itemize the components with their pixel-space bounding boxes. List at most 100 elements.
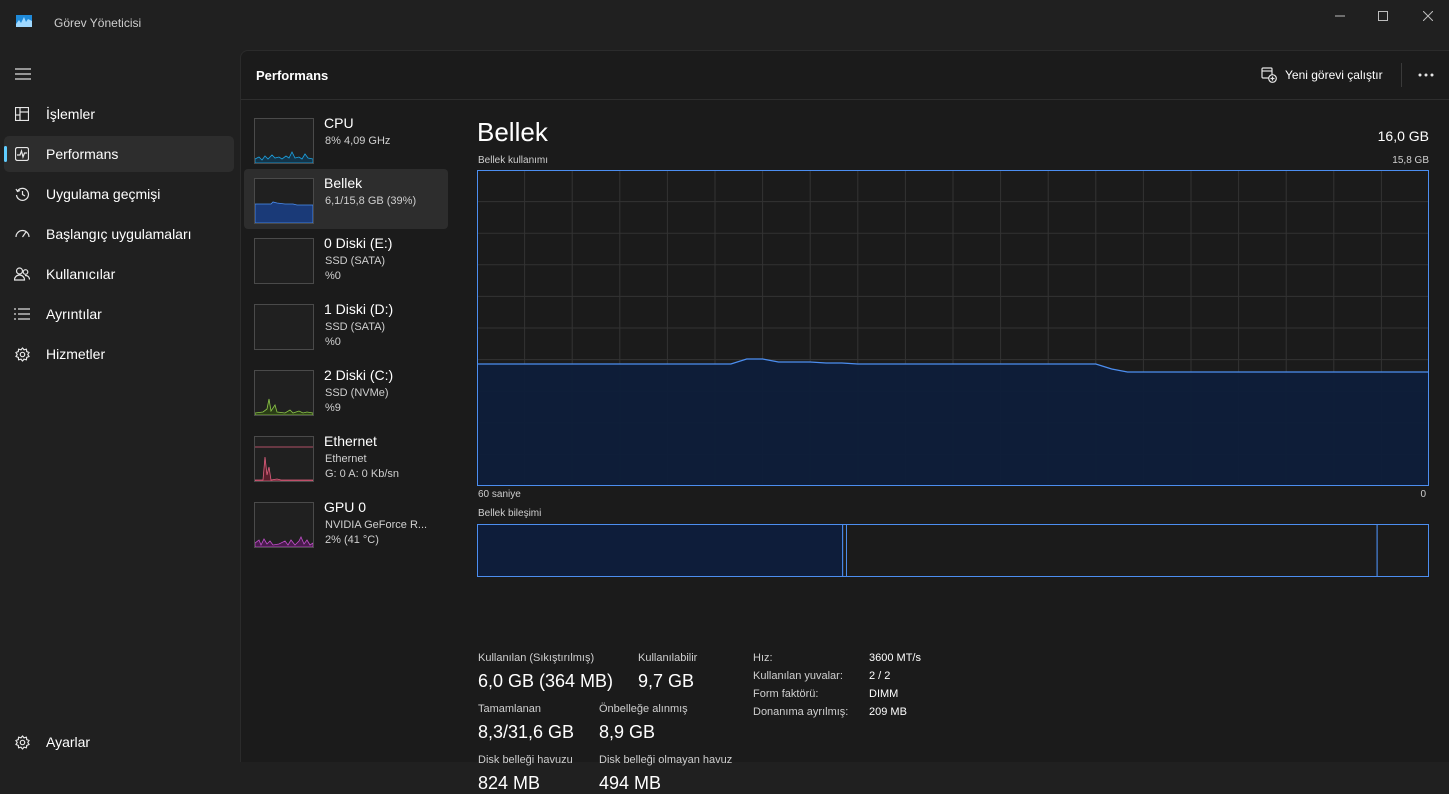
- memory-detail-panel: Bellek 16,0 GB Bellek kullanımı 15,8 GB …: [477, 101, 1429, 793]
- property-key: Donanıma ayrılmış:: [753, 706, 849, 718]
- disk-2-thumbnail: [254, 370, 314, 416]
- cpu-thumbnail: [254, 118, 314, 164]
- stat-value: 9,7 GB: [638, 671, 695, 691]
- users-icon: [14, 266, 30, 282]
- sidebar: İşlemler Performans Uygulama geçmişi Baş…: [0, 50, 240, 762]
- detail-title: Bellek: [477, 117, 548, 147]
- page-title: Performans: [256, 68, 329, 83]
- hamburger-icon: [15, 68, 31, 80]
- resource-name: Bellek: [324, 175, 363, 191]
- sidebar-item-settings[interactable]: Ayarlar: [4, 724, 234, 752]
- usage-line: [477, 358, 1429, 373]
- stat-value: 6,0 GB (364 MB): [478, 671, 614, 691]
- menu-toggle-button[interactable]: [12, 64, 34, 84]
- stat-label: Disk belleği olmayan havuz: [599, 754, 733, 766]
- composition-modified: [842, 524, 847, 577]
- maximize-button[interactable]: [1360, 0, 1406, 32]
- composition-free: [1376, 524, 1429, 577]
- stat-value: 8,9 GB: [599, 722, 656, 742]
- resource-item-disk-0[interactable]: 0 Diski (E:) SSD (SATA) %0: [244, 229, 448, 289]
- processes-icon: [14, 106, 30, 122]
- resource-detail: Ethernet: [325, 453, 367, 465]
- stat-label: Tamamlanan: [478, 703, 541, 715]
- close-icon: [1423, 11, 1433, 21]
- property-value: 209 MB: [869, 706, 907, 718]
- graph-border: [477, 170, 1429, 486]
- stat-value: 494 MB: [599, 773, 662, 793]
- minimize-icon: [1335, 15, 1345, 17]
- sidebar-item-label: Uygulama geçmişi: [46, 186, 161, 202]
- title-bar: Görev Yöneticisi: [0, 0, 1449, 50]
- resource-item-disk-2[interactable]: 2 Diski (C:) SSD (NVMe) %9: [244, 361, 448, 421]
- startup-icon: [14, 226, 30, 242]
- graph-axis-time-label: 60 saniye: [478, 489, 521, 500]
- memory-composition-bar: [477, 524, 1429, 577]
- graph-max-label: 15,8 GB: [1392, 155, 1429, 166]
- sidebar-item-label: İşlemler: [46, 106, 96, 122]
- stat-label: Önbelleğe alınmış: [599, 703, 688, 715]
- maximize-icon: [1378, 11, 1388, 21]
- main-panel: Performans Yeni görevi çalıştır CPU 8% 4…: [240, 50, 1449, 793]
- resource-detail: SSD (SATA): [325, 321, 386, 333]
- run-new-task-label: Yeni görevi çalıştır: [1285, 68, 1383, 82]
- more-options-button[interactable]: [1413, 63, 1439, 87]
- resource-item-ethernet[interactable]: Ethernet Ethernet G: 0 A: 0 Kb/sn: [244, 427, 448, 487]
- composition-label: Bellek bileşimi: [478, 508, 542, 519]
- sidebar-item-startup-apps[interactable]: Başlangıç uygulamaları: [4, 216, 234, 252]
- composition-standby: [845, 524, 1378, 577]
- sidebar-item-label: Performans: [46, 146, 119, 162]
- disk-1-thumbnail: [254, 304, 314, 350]
- memory-thumbnail: [254, 178, 314, 224]
- gpu-thumbnail: [254, 502, 314, 548]
- resource-detail: SSD (SATA): [325, 255, 386, 267]
- resource-usage: %9: [325, 402, 341, 414]
- resource-name: GPU 0: [324, 499, 367, 515]
- sidebar-item-label: Başlangıç uygulamaları: [46, 226, 192, 242]
- services-icon: [14, 346, 30, 362]
- close-button[interactable]: [1405, 0, 1449, 32]
- header-divider: [1401, 63, 1402, 87]
- stat-label: Disk belleği havuzu: [478, 754, 573, 766]
- task-manager-icon: [16, 15, 32, 27]
- run-new-task-button[interactable]: Yeni görevi çalıştır: [1261, 62, 1383, 88]
- property-value: 3600 MT/s: [869, 652, 921, 664]
- resource-detail: NVIDIA GeForce R...: [325, 519, 428, 531]
- selection-indicator: [4, 146, 7, 162]
- sidebar-item-services[interactable]: Hizmetler: [4, 336, 234, 372]
- resource-item-gpu[interactable]: GPU 0 NVIDIA GeForce R... 2% (41 °C): [244, 493, 448, 553]
- app-title: Görev Yöneticisi: [54, 16, 142, 30]
- details-icon: [14, 306, 30, 322]
- resource-name: CPU: [324, 115, 354, 131]
- sidebar-item-users[interactable]: Kullanıcılar: [4, 256, 234, 292]
- gear-icon: [14, 734, 30, 750]
- sidebar-item-label: Ayrıntılar: [46, 306, 102, 322]
- resource-usage: G: 0 A: 0 Kb/sn: [325, 468, 399, 480]
- resource-name: Ethernet: [324, 433, 377, 449]
- graph-label: Bellek kullanımı: [478, 155, 549, 166]
- sidebar-item-label: Kullanıcılar: [46, 266, 116, 282]
- resource-item-disk-1[interactable]: 1 Diski (D:) SSD (SATA) %0: [244, 295, 448, 355]
- more-icon: [1418, 73, 1434, 77]
- property-value: DIMM: [869, 688, 899, 700]
- resource-usage: 2% (41 °C): [325, 534, 379, 546]
- usage-area: [477, 359, 1429, 486]
- resource-detail: 8% 4,09 GHz: [325, 135, 391, 147]
- resource-detail: 6,1/15,8 GB (39%): [325, 195, 417, 207]
- resource-name: 1 Diski (D:): [324, 301, 394, 317]
- resource-item-cpu[interactable]: CPU 8% 4,09 GHz: [244, 109, 448, 169]
- sidebar-item-processes[interactable]: İşlemler: [4, 96, 234, 132]
- sidebar-item-app-history[interactable]: Uygulama geçmişi: [4, 176, 234, 212]
- minimize-button[interactable]: [1317, 0, 1363, 32]
- new-task-icon: [1261, 67, 1277, 83]
- disk-0-thumbnail: [254, 238, 314, 284]
- graph-axis-end-label: 0: [1420, 489, 1426, 500]
- sidebar-item-details[interactable]: Ayrıntılar: [4, 296, 234, 332]
- resource-detail: SSD (NVMe): [325, 387, 389, 399]
- resource-item-memory[interactable]: Bellek 6,1/15,8 GB (39%): [244, 169, 448, 229]
- performance-icon: [14, 146, 30, 162]
- page-header: Performans Yeni görevi çalıştır: [241, 51, 1449, 100]
- resource-usage: %0: [325, 270, 341, 282]
- property-key: Form faktörü:: [753, 688, 819, 700]
- sidebar-item-performance[interactable]: Performans: [4, 136, 234, 172]
- ethernet-thumbnail: [254, 436, 314, 482]
